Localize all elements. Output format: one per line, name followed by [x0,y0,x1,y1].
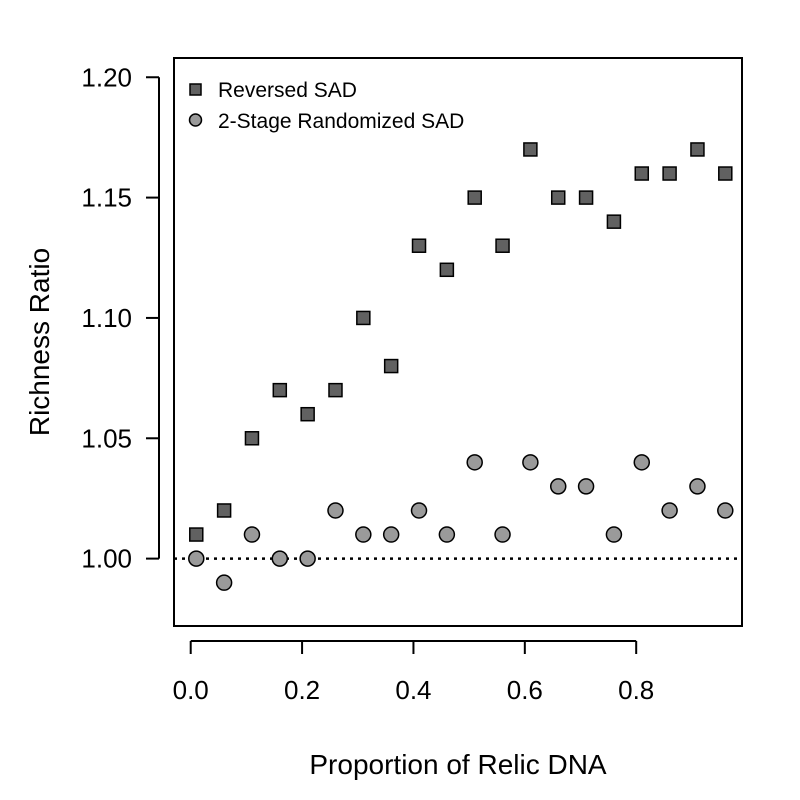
data-point-randomized-sad [549,478,567,495]
data-point-randomized-sad [188,550,205,567]
legend: Reversed SAD 2-Stage Randomized SAD [188,79,464,133]
data-point-randomized-sad [355,526,372,543]
data-point-reversed-sad [467,190,482,205]
legend-marker-reversed-sad [189,83,202,96]
x-axis: 0.0 0.2 0.4 0.6 0.8 [173,640,654,705]
data-point-reversed-sad [244,431,260,446]
y-tick-label: 1.20 [81,62,132,92]
legend-label-randomized-sad: 2-Stage Randomized SAD [218,110,464,133]
plot-frame [173,57,743,627]
data-point-randomized-sad [299,550,316,567]
data-point-randomized-sad [327,502,344,519]
x-tick-label: 0.4 [395,675,431,705]
x-tick-label: 0.6 [507,675,543,705]
data-point-randomized-sad [633,454,651,471]
data-point-randomized-sad [577,478,595,495]
data-point-reversed-sad [439,262,455,278]
data-point-reversed-sad [189,527,204,542]
data-point-reversed-sad [356,310,371,326]
y-axis: 1.00 1.05 1.10 1.15 1.20 [81,62,160,574]
data-point-randomized-sad [494,526,511,543]
data-points [188,142,734,591]
data-point-randomized-sad [382,526,400,543]
data-point-reversed-sad [718,166,733,181]
data-point-reversed-sad [383,358,399,374]
data-point-reversed-sad [662,166,677,181]
x-tick-label: 0.0 [173,675,209,705]
data-point-reversed-sad [272,382,288,398]
data-point-reversed-sad [523,142,538,157]
data-point-randomized-sad [605,526,623,543]
data-point-randomized-sad [243,526,261,543]
data-point-randomized-sad [410,502,428,519]
data-point-randomized-sad [522,454,539,471]
data-point-randomized-sad [271,550,289,567]
y-tick-label: 1.10 [81,303,132,333]
data-point-randomized-sad [661,502,678,519]
x-axis-title: Proportion of Relic DNA [309,749,607,780]
legend-marker-randomized-sad [188,113,203,127]
data-point-reversed-sad [606,214,622,229]
y-tick-label: 1.00 [81,544,132,574]
y-tick-label: 1.15 [81,183,132,213]
y-tick-label: 1.05 [81,423,132,453]
data-point-reversed-sad [216,503,232,518]
data-point-reversed-sad [690,142,705,157]
data-point-randomized-sad [466,454,483,471]
data-point-reversed-sad [578,190,594,205]
legend-label-reversed-sad: Reversed SAD [218,79,357,102]
data-point-reversed-sad [328,382,343,398]
data-point-reversed-sad [550,190,566,205]
data-point-randomized-sad [717,502,734,519]
data-point-reversed-sad [634,166,650,181]
data-point-randomized-sad [438,526,456,543]
data-point-reversed-sad [300,406,315,422]
data-point-reversed-sad [411,238,427,253]
x-tick-label: 0.8 [618,675,654,705]
x-tick-label: 0.2 [284,675,320,705]
y-axis-title: Richness Ratio [24,248,55,436]
data-point-randomized-sad [689,478,706,495]
data-point-reversed-sad [495,238,510,253]
data-point-randomized-sad [215,574,233,591]
